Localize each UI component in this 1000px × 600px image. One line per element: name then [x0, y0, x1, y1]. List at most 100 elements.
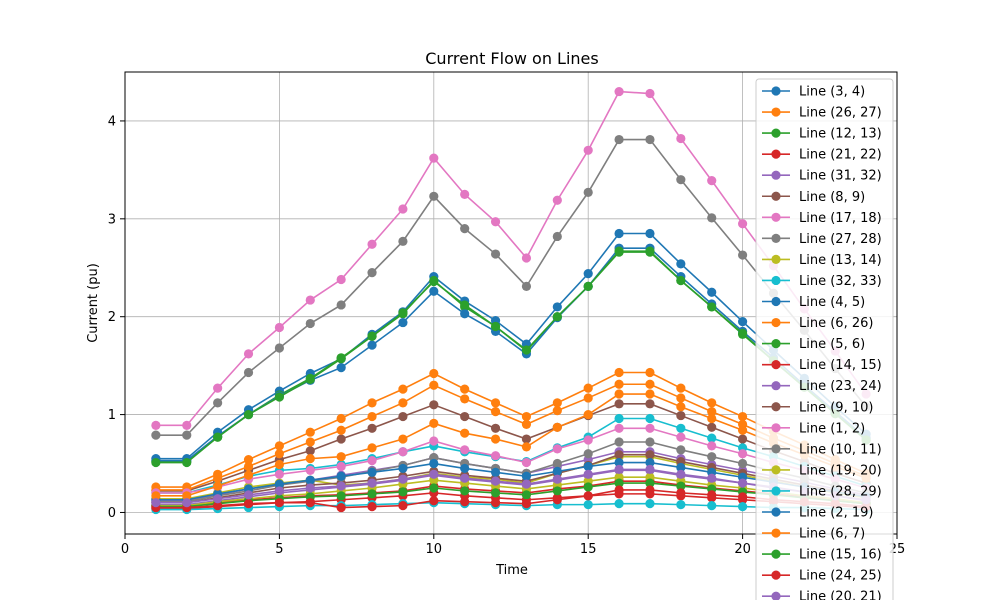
x-tick-label: 10 — [426, 542, 443, 557]
data-point — [614, 228, 624, 239]
legend-swatch-marker — [771, 402, 781, 412]
legend-label: Line (2, 19) — [799, 506, 873, 521]
data-point — [274, 479, 284, 489]
data-point — [336, 363, 346, 373]
legend-swatch-marker — [771, 275, 781, 286]
data-point — [398, 501, 408, 511]
y-tick-label: 2 — [108, 310, 116, 325]
legend-entry: Line (13, 14) — [762, 253, 882, 268]
data-point — [738, 501, 748, 512]
data-point — [521, 411, 532, 422]
legend-swatch-marker — [771, 296, 781, 307]
legend-entry: Line (5, 6) — [762, 337, 865, 352]
x-tick-label: 20 — [734, 542, 751, 557]
legend-entry: Line (28, 29) — [762, 484, 882, 499]
data-point — [645, 367, 655, 378]
data-point — [707, 422, 717, 432]
data-point — [398, 204, 408, 214]
data-point — [274, 441, 284, 451]
data-point — [429, 380, 439, 390]
series-line — [155, 480, 867, 507]
series-line — [155, 232, 867, 460]
legend-entry: Line (23, 24) — [762, 379, 882, 394]
legend-entry: Line (31, 32) — [762, 169, 882, 184]
data-point — [707, 176, 717, 186]
data-point — [336, 300, 346, 310]
series-line — [155, 489, 867, 509]
data-point — [460, 445, 470, 455]
data-point — [645, 134, 655, 145]
legend-label: Line (6, 7) — [799, 527, 865, 542]
data-point — [676, 462, 686, 473]
legend-swatch-marker — [771, 591, 781, 600]
y-tick-label: 0 — [108, 506, 116, 521]
legend-entry: Line (6, 7) — [762, 527, 865, 542]
legend-entry: Line (20, 21) — [762, 590, 882, 600]
legend-label: Line (13, 14) — [799, 253, 882, 268]
data-point — [305, 446, 315, 456]
legend-swatch-marker — [771, 570, 781, 580]
legend-label: Line (9, 10) — [799, 400, 873, 415]
data-point — [243, 470, 254, 480]
series-line — [155, 393, 867, 497]
data-point — [738, 219, 748, 229]
series-line — [155, 90, 867, 427]
data-point — [398, 384, 408, 394]
data-point — [460, 486, 470, 496]
data-point — [429, 469, 439, 479]
legend-entry: Line (4, 5) — [762, 295, 865, 310]
legend-box — [755, 78, 894, 600]
data-point — [336, 481, 346, 491]
data-point — [490, 217, 501, 227]
data-point — [552, 312, 562, 322]
data-point — [552, 458, 562, 469]
legend-entry: Line (26, 27) — [762, 106, 882, 121]
series-line — [155, 403, 867, 492]
legend-swatch-marker — [771, 381, 781, 391]
legend-swatch-marker — [771, 444, 781, 454]
data-point — [182, 498, 192, 508]
data-point — [460, 497, 470, 507]
data-point — [583, 187, 593, 197]
data-point — [614, 499, 624, 509]
legend-label: Line (5, 6) — [799, 337, 865, 352]
data-point — [521, 490, 532, 500]
data-point — [490, 398, 501, 408]
data-point — [707, 407, 717, 417]
data-point — [521, 499, 532, 509]
series-line — [155, 482, 867, 508]
data-point — [738, 425, 748, 435]
legend-entry: Line (27, 28) — [762, 232, 882, 247]
data-point — [645, 457, 655, 468]
data-point — [305, 318, 315, 329]
data-point — [738, 411, 748, 422]
data-point — [336, 425, 346, 435]
data-point — [490, 423, 501, 433]
data-point — [398, 236, 408, 246]
data-point — [614, 437, 624, 447]
data-point — [552, 495, 562, 505]
data-point — [645, 88, 655, 99]
data-point — [583, 383, 593, 393]
data-point — [367, 268, 377, 278]
data-point — [305, 483, 315, 493]
data-point — [460, 300, 470, 310]
data-point — [676, 488, 686, 498]
series-line — [155, 453, 867, 504]
data-point — [398, 398, 408, 408]
data-point — [614, 423, 624, 433]
data-point — [213, 432, 223, 442]
data-point — [676, 469, 686, 479]
data-point — [738, 316, 748, 327]
legend-entry: Line (6, 26) — [762, 316, 873, 331]
data-point — [583, 500, 593, 510]
data-point — [429, 458, 439, 469]
legend-entry: Line (9, 10) — [762, 400, 873, 415]
data-point — [429, 276, 439, 287]
data-point — [583, 435, 593, 445]
data-point — [521, 471, 532, 481]
data-point — [676, 445, 686, 455]
data-point — [645, 485, 655, 495]
data-point — [614, 389, 624, 399]
data-point — [336, 461, 346, 472]
